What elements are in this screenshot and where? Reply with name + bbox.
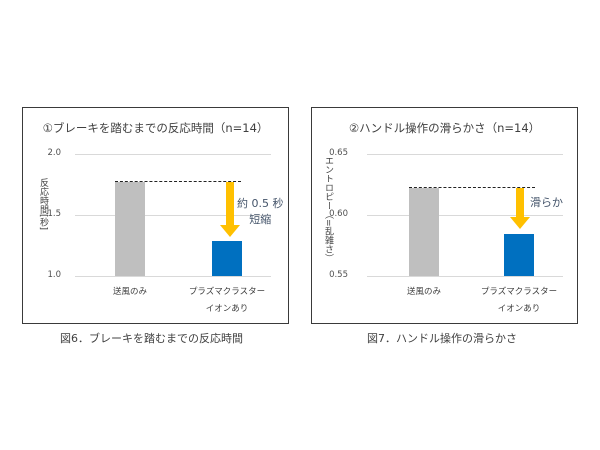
- gridline: [75, 276, 271, 277]
- x-category-ion-line2: イオンあり: [497, 304, 541, 314]
- gridline: [367, 276, 563, 277]
- gridline: [367, 215, 563, 216]
- x-category-control: 送風のみ: [112, 287, 147, 297]
- bar-control: [409, 188, 439, 276]
- reference-dashed-line: [409, 187, 535, 188]
- down-arrow-icon: [516, 188, 524, 218]
- arrow-head-icon: [510, 217, 530, 229]
- x-category-ion: プラズマクラスター イオンあり: [469, 284, 569, 318]
- y-tick: 1.0: [47, 270, 61, 280]
- chart-title: ①ブレーキを踏むまでの反応時間（n=14）: [42, 121, 269, 135]
- bar-ion: [212, 241, 242, 276]
- y-tick: 1.5: [47, 209, 61, 219]
- annotation: 滑らか: [530, 195, 563, 211]
- figure-caption-6: 図6．ブレーキを踏むまでの反応時間: [60, 332, 243, 345]
- chart-panel-steering-smoothness: ②ハンドル操作の滑らかさ（n=14） エントロピー（=乱雑さ） 0.65 0.6…: [311, 107, 578, 324]
- y-tick: 0.60: [329, 209, 348, 219]
- annotation: 約 0.5 秒 短縮: [237, 196, 284, 228]
- gridline: [75, 215, 271, 216]
- x-category-ion-line1: プラズマクラスター: [480, 287, 558, 297]
- annotation-line1: 滑らか: [530, 196, 563, 209]
- y-tick: 0.55: [329, 270, 348, 280]
- annotation-line2: 短縮: [249, 213, 272, 226]
- bar-control: [115, 182, 145, 276]
- annotation-line1: 約 0.5 秒: [237, 197, 284, 210]
- x-category-control: 送風のみ: [406, 287, 441, 297]
- reference-dashed-line: [115, 181, 241, 182]
- y-axis-label: エントロピー（=乱雑さ）: [323, 156, 333, 263]
- arrow-head-icon: [220, 225, 240, 237]
- x-category-ion: プラズマクラスター イオンあり: [177, 284, 277, 318]
- down-arrow-icon: [226, 182, 234, 226]
- chart-title: ②ハンドル操作の滑らかさ（n=14）: [348, 121, 541, 135]
- gridline: [75, 154, 271, 155]
- y-tick: 0.65: [329, 148, 348, 158]
- bar-ion: [504, 234, 534, 276]
- y-axis-label: 反応時間[秒]: [38, 178, 48, 231]
- x-category-ion-line1: プラズマクラスター: [188, 287, 266, 297]
- figure-caption-7: 図7．ハンドル操作の滑らかさ: [367, 332, 517, 345]
- x-category-ion-line2: イオンあり: [205, 304, 249, 314]
- y-tick: 2.0: [47, 148, 61, 158]
- chart-panel-reaction-time: ①ブレーキを踏むまでの反応時間（n=14） 反応時間[秒] 2.0 1.5 1.…: [22, 107, 289, 324]
- gridline: [367, 154, 563, 155]
